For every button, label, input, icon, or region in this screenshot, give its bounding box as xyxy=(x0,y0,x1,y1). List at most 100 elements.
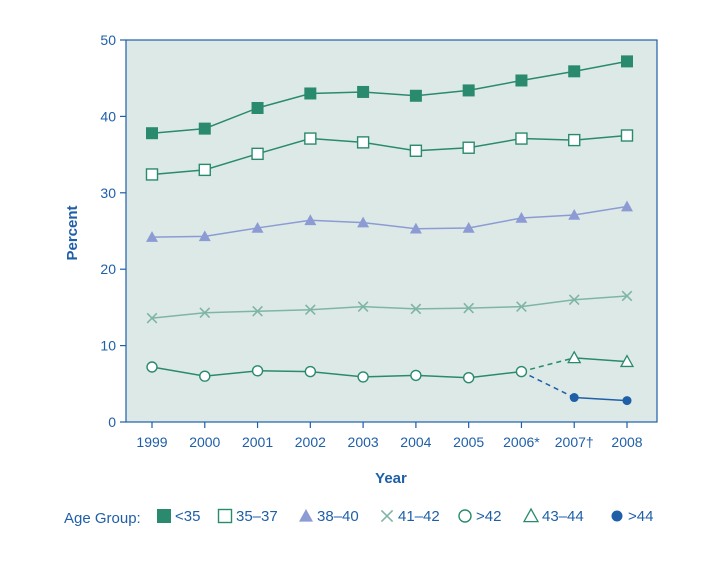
data-point-gt42 xyxy=(357,371,369,383)
x-tick-label: 2000 xyxy=(189,434,220,450)
data-point-41-42 xyxy=(568,294,580,306)
data-point-gt42 xyxy=(462,371,475,384)
data-point-35-37 xyxy=(198,163,211,177)
series-line-41-42 xyxy=(151,295,628,319)
data-point-35-37 xyxy=(304,132,317,145)
legend-label-gt42: >42 xyxy=(476,508,501,525)
data-point-35-37 xyxy=(251,147,264,161)
legend-label-lt35: <35 xyxy=(175,508,200,525)
data-point-gt42 xyxy=(199,370,211,382)
data-point-41-42 xyxy=(252,305,263,317)
legend-marker-gt42 xyxy=(458,509,472,523)
data-point-41-42 xyxy=(516,301,527,313)
data-point-lt35 xyxy=(409,89,422,102)
data-point-38-40 xyxy=(515,212,528,223)
legend-label-38-40: 38–40 xyxy=(317,508,359,525)
y-tick-label: 30 xyxy=(100,185,116,201)
data-point-lt35 xyxy=(146,127,158,140)
data-point-lt35 xyxy=(357,85,370,98)
y-tick-label: 50 xyxy=(100,32,116,48)
x-tick-label: 2002 xyxy=(295,434,326,450)
series-lines xyxy=(151,60,628,402)
y-tick-label: 0 xyxy=(108,414,116,430)
data-point-lt35 xyxy=(568,65,581,78)
y-tick-label: 10 xyxy=(100,338,116,354)
legend-marker-38-40 xyxy=(299,509,313,522)
data-point-41-42 xyxy=(621,290,633,302)
data-point-gt44 xyxy=(622,396,632,406)
legend-marker-gt44 xyxy=(611,510,623,522)
data-point-lt35 xyxy=(621,55,633,68)
data-point-gt42 xyxy=(410,369,422,382)
data-point-35-37 xyxy=(568,133,581,147)
x-tick-label: 2005 xyxy=(453,434,484,450)
series-line-gt42 xyxy=(151,366,522,379)
data-point-gt42 xyxy=(251,365,264,377)
dashed-connector-gt44 xyxy=(521,370,575,399)
y-tick-label: 20 xyxy=(100,261,116,277)
data-point-lt35 xyxy=(304,87,317,100)
legend-label-gt44: >44 xyxy=(628,508,653,525)
x-tick-label: 2008 xyxy=(611,434,642,450)
data-point-35-37 xyxy=(462,141,475,154)
data-point-gt42 xyxy=(515,365,528,378)
x-tick-label: 2006* xyxy=(503,434,540,450)
data-point-35-37 xyxy=(145,168,159,181)
data-point-lt35 xyxy=(251,101,264,114)
series-markers xyxy=(145,55,635,406)
data-point-41-42 xyxy=(304,304,316,316)
data-point-38-40 xyxy=(304,214,317,226)
data-point-38-40 xyxy=(146,231,158,242)
x-tick-label: 2007† xyxy=(555,434,594,450)
legend-marker-43-44 xyxy=(522,507,540,523)
data-point-38-40 xyxy=(198,230,211,242)
data-point-gt42 xyxy=(304,365,317,378)
series-line-38-40 xyxy=(151,205,628,238)
legend-marker-41-42 xyxy=(380,509,394,523)
legend-label-35-37: 35–37 xyxy=(236,508,278,525)
legend-title: Age Group: xyxy=(64,510,141,527)
data-point-43-44 xyxy=(619,354,635,368)
series-line-43-44 xyxy=(574,357,628,363)
x-tick-label: 2003 xyxy=(348,434,379,450)
data-point-38-40 xyxy=(462,221,475,233)
data-point-38-40 xyxy=(409,222,422,234)
series-line-35-37 xyxy=(151,134,628,176)
data-point-35-37 xyxy=(356,136,370,149)
data-point-38-40 xyxy=(357,216,370,228)
data-point-41-42 xyxy=(199,307,211,319)
data-point-38-40 xyxy=(251,221,264,233)
x-tick-label: 1999 xyxy=(136,434,167,450)
plot-area xyxy=(125,39,658,423)
x-tick-label: 2001 xyxy=(242,434,273,450)
x-axis-title: Year xyxy=(375,470,407,487)
data-point-41-42 xyxy=(463,302,475,314)
data-point-35-37 xyxy=(620,129,634,142)
data-point-41-42 xyxy=(146,312,158,324)
data-point-gt42 xyxy=(146,361,158,373)
data-point-43-44 xyxy=(567,350,582,364)
data-point-lt35 xyxy=(198,122,211,135)
data-point-gt44 xyxy=(569,393,579,403)
data-point-35-37 xyxy=(409,144,423,157)
data-point-35-37 xyxy=(515,132,528,145)
dashed-connector-43-44 xyxy=(521,357,575,373)
series-line-gt44 xyxy=(574,396,628,402)
legend: Age Group: <35 35–37 38–40 41–42 >42 43–44 >44 xyxy=(64,507,653,527)
data-point-41-42 xyxy=(410,303,422,315)
x-axis-ticks: 1999 2000 2001 2002 2003 2004 2005 2006* 2007† 20… xyxy=(136,422,643,450)
data-point-lt35 xyxy=(462,84,475,97)
legend-marker-lt35 xyxy=(157,509,171,523)
legend-label-41-42: 41–42 xyxy=(398,508,440,525)
data-point-38-40 xyxy=(568,208,581,220)
y-axis-ticks: 0 10 20 30 40 50 xyxy=(100,32,126,430)
series-line-lt35 xyxy=(151,60,628,134)
data-point-38-40 xyxy=(621,200,633,212)
legend-label-43-44: 43–44 xyxy=(542,508,584,525)
y-tick-label: 40 xyxy=(100,108,116,124)
data-point-41-42 xyxy=(357,301,369,313)
y-axis-title: Percent xyxy=(64,205,81,260)
x-tick-label: 2004 xyxy=(400,434,431,450)
